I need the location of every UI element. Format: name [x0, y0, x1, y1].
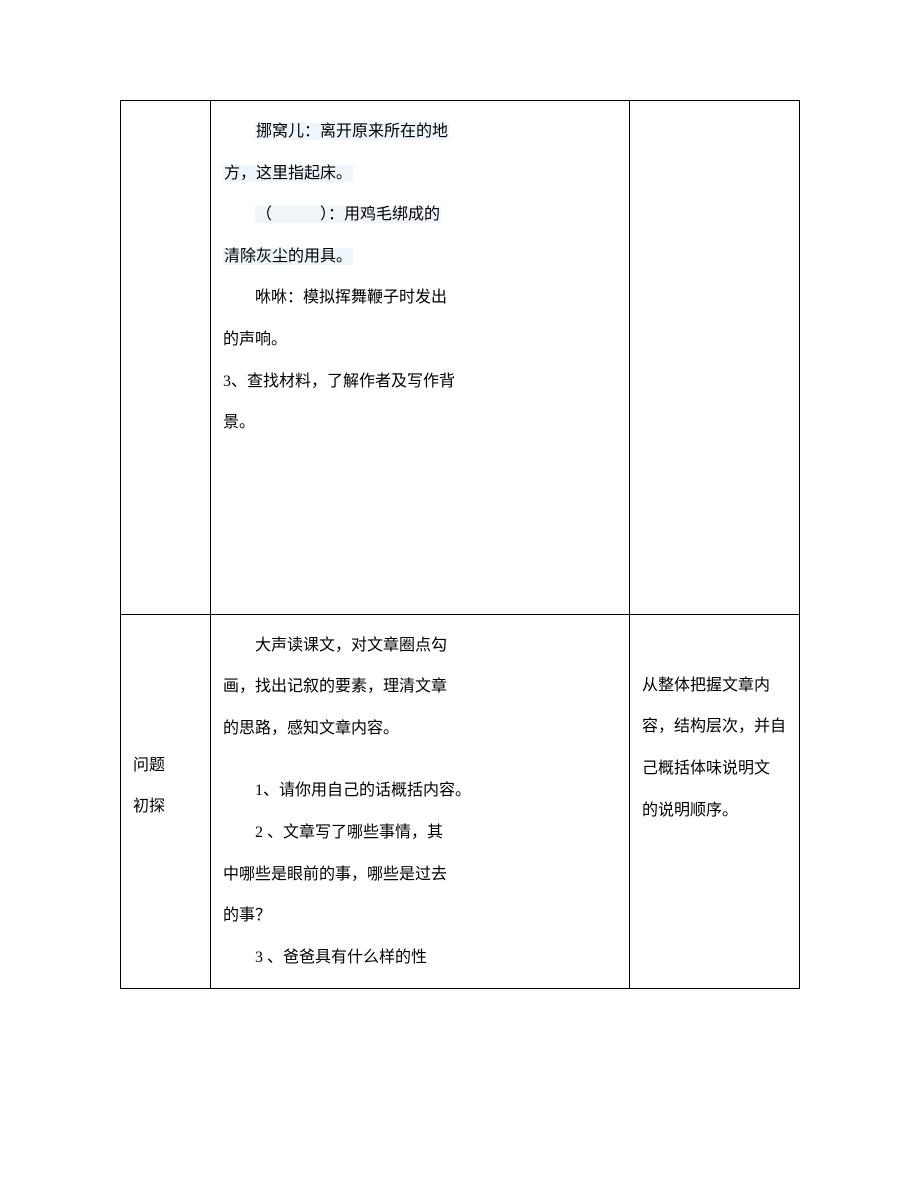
- lesson-table: 挪窝儿：离开原来所在的地 方，这里指起床。 （ ）：用鸡毛绑成的 清除灰尘的用具…: [120, 100, 800, 989]
- row2-note-cell: 从整体把握文章内 容，结构层次，并自 己概括体味说明文 的说明顺序。: [630, 614, 800, 989]
- task-line-a: 3、查找材料，了解作者及写作背: [223, 361, 617, 403]
- row2-label: 问题 初探: [121, 615, 210, 838]
- document-page: 挪窝儿：离开原来所在的地 方，这里指起床。 （ ）：用鸡毛绑成的 清除灰尘的用具…: [0, 0, 920, 1192]
- spacer: [223, 444, 617, 604]
- task-text: 3、查找材料，了解作者及写作背: [223, 373, 455, 390]
- spacer: [223, 750, 617, 771]
- row2-note: 从整体把握文章内 容，结构层次，并自 己概括体味说明文 的说明顺序。: [630, 615, 799, 841]
- vocab-entry-1: 挪窝儿：离开原来所在的地: [223, 111, 617, 153]
- vocab-entry-2: （ ）：用鸡毛绑成的: [223, 194, 617, 236]
- vocab-text: （ ）：用鸡毛绑成的: [255, 206, 441, 223]
- table-row: 挪窝儿：离开原来所在的地 方，这里指起床。 （ ）：用鸡毛绑成的 清除灰尘的用具…: [121, 101, 800, 615]
- row1-content-cell: 挪窝儿：离开原来所在的地 方，这里指起床。 （ ）：用鸡毛绑成的 清除灰尘的用具…: [211, 101, 630, 615]
- question-1: 1、请你用自己的话概括内容。: [223, 770, 617, 812]
- question-2b: 中哪些是眼前的事，哪些是过去: [223, 854, 617, 896]
- question-2a: 2 、文章写了哪些事情，其: [223, 812, 617, 854]
- table-row: 问题 初探 大声读课文，对文章圈点勾 画，找出记叙的要素，理清文章 的思路，感知…: [121, 614, 800, 989]
- section-title-line2: 初探: [133, 786, 198, 828]
- vocab-entry-3: 咻咻：模拟挥舞鞭子时发出: [223, 277, 617, 319]
- question-2c: 的事？: [223, 895, 617, 937]
- vocab-entry-1b: 方，这里指起床。: [223, 153, 617, 195]
- vocab-text: 的声响。: [223, 331, 287, 348]
- vocab-text: 方，这里指起床。: [223, 165, 353, 182]
- vocab-text: 清除灰尘的用具。: [223, 248, 353, 265]
- note-line-2: 容，结构层次，并自: [642, 706, 787, 748]
- intro-line-c: 的思路，感知文章内容。: [223, 708, 617, 750]
- row2-content: 大声读课文，对文章圈点勾 画，找出记叙的要素，理清文章 的思路，感知文章内容。 …: [211, 615, 629, 989]
- task-text: 景。: [223, 414, 255, 431]
- row1-note-cell: [630, 101, 800, 615]
- row1-content: 挪窝儿：离开原来所在的地 方，这里指起床。 （ ）：用鸡毛绑成的 清除灰尘的用具…: [211, 101, 629, 614]
- vocab-entry-3b: 的声响。: [223, 319, 617, 361]
- vocab-text: 咻咻：模拟挥舞鞭子时发出: [255, 289, 447, 306]
- row2-label-cell: 问题 初探: [121, 614, 211, 989]
- intro-line-a: 大声读课文，对文章圈点勾: [223, 625, 617, 667]
- row2-content-cell: 大声读课文，对文章圈点勾 画，找出记叙的要素，理清文章 的思路，感知文章内容。 …: [211, 614, 630, 989]
- note-line-4: 的说明顺序。: [642, 790, 787, 832]
- question-3: 3 、爸爸具有什么样的性: [223, 937, 617, 979]
- section-title-line1: 问题: [133, 745, 198, 787]
- vocab-entry-2b: 清除灰尘的用具。: [223, 236, 617, 278]
- note-line-1: 从整体把握文章内: [642, 665, 787, 707]
- note-line-3: 己概括体味说明文: [642, 748, 787, 790]
- row1-label: [121, 101, 210, 121]
- intro-line-b: 画，找出记叙的要素，理清文章: [223, 666, 617, 708]
- vocab-text: 挪窝儿：离开原来所在的地: [255, 123, 449, 140]
- row1-label-cell: [121, 101, 211, 615]
- task-line-b: 景。: [223, 402, 617, 444]
- row1-note: [630, 101, 799, 121]
